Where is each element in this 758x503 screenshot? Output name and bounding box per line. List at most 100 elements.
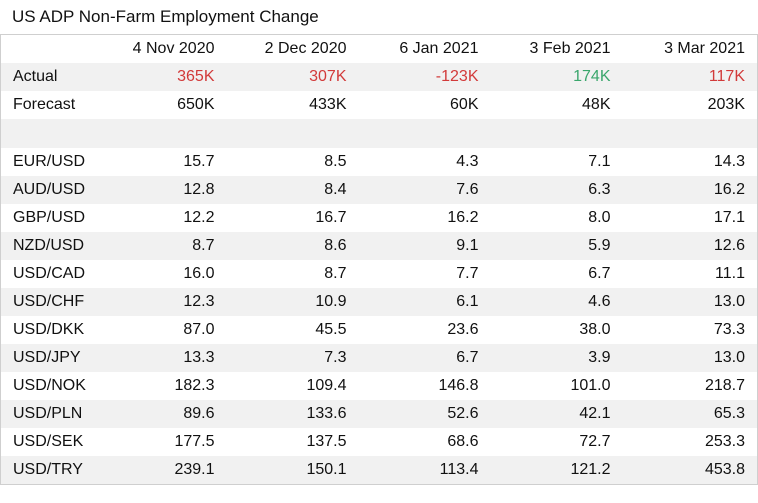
pip-move-cell: 239.1 <box>95 456 227 485</box>
pip-move-cell: 42.1 <box>490 400 623 428</box>
pip-move-cell: 177.5 <box>95 428 227 456</box>
column-header: 3 Mar 2021 <box>622 34 758 63</box>
pip-move-cell: 101.0 <box>490 372 623 400</box>
pip-move-cell: 8.4 <box>226 176 359 204</box>
currency-pair-label: USD/DKK <box>0 316 96 344</box>
forecast-value-cell: 203K <box>622 91 758 119</box>
pip-move-cell: 89.6 <box>95 400 227 428</box>
currency-pair-label: USD/NOK <box>0 372 96 400</box>
actual-row: Actual 365K 307K -123K 174K 117K <box>0 63 758 91</box>
table-row: USD/TRY 239.1 150.1 113.4 121.2 453.8 <box>0 456 758 485</box>
pip-move-cell: 8.7 <box>95 232 227 260</box>
actual-value-cell: 307K <box>226 63 359 91</box>
currency-pair-label: EUR/USD <box>0 148 96 176</box>
forecast-row: Forecast 650K 433K 60K 48K 203K <box>0 91 758 119</box>
pip-move-cell: 16.2 <box>622 176 758 204</box>
pip-move-cell: 15.7 <box>95 148 227 176</box>
table-row: USD/CAD 16.0 8.7 7.7 6.7 11.1 <box>0 260 758 288</box>
pip-move-cell: 6.3 <box>490 176 623 204</box>
pip-move-cell: 8.6 <box>226 232 359 260</box>
pip-move-cell: 146.8 <box>358 372 491 400</box>
pip-move-cell: 12.2 <box>95 204 227 232</box>
empty-cell <box>622 119 758 148</box>
pip-move-cell: 16.2 <box>358 204 491 232</box>
pip-move-cell: 3.9 <box>490 344 623 372</box>
pip-move-cell: 7.7 <box>358 260 491 288</box>
pip-move-cell: 68.6 <box>358 428 491 456</box>
table-row: USD/JPY 13.3 7.3 6.7 3.9 13.0 <box>0 344 758 372</box>
empty-cell <box>490 119 623 148</box>
pip-move-cell: 73.3 <box>622 316 758 344</box>
pip-move-cell: 12.3 <box>95 288 227 316</box>
row-label: Forecast <box>0 91 96 119</box>
table-row: USD/DKK 87.0 45.5 23.6 38.0 73.3 <box>0 316 758 344</box>
pip-move-cell: 218.7 <box>622 372 758 400</box>
currency-pair-label: USD/TRY <box>0 456 96 485</box>
pip-move-cell: 23.6 <box>358 316 491 344</box>
pip-move-cell: 6.7 <box>490 260 623 288</box>
spacer-row <box>0 119 758 148</box>
empty-cell <box>226 119 359 148</box>
pip-move-cell: 253.3 <box>622 428 758 456</box>
currency-pair-label: USD/PLN <box>0 400 96 428</box>
actual-value-cell: 117K <box>622 63 758 91</box>
table-row: EUR/USD 15.7 8.5 4.3 7.1 14.3 <box>0 148 758 176</box>
actual-value-cell: 174K <box>490 63 623 91</box>
empty-cell <box>0 119 96 148</box>
header-row: 4 Nov 2020 2 Dec 2020 6 Jan 2021 3 Feb 2… <box>0 34 758 63</box>
column-header: 3 Feb 2021 <box>490 34 623 63</box>
currency-pair-label: AUD/USD <box>0 176 96 204</box>
header-corner-cell <box>0 34 96 63</box>
table-row: USD/NOK 182.3 109.4 146.8 101.0 218.7 <box>0 372 758 400</box>
pip-move-cell: 9.1 <box>358 232 491 260</box>
table-row: USD/SEK 177.5 137.5 68.6 72.7 253.3 <box>0 428 758 456</box>
column-header: 2 Dec 2020 <box>226 34 359 63</box>
pip-move-cell: 38.0 <box>490 316 623 344</box>
forecast-value-cell: 650K <box>95 91 227 119</box>
forecast-value-cell: 433K <box>226 91 359 119</box>
actual-value-cell: 365K <box>95 63 227 91</box>
pip-move-cell: 72.7 <box>490 428 623 456</box>
column-header: 6 Jan 2021 <box>358 34 491 63</box>
employment-change-table: 4 Nov 2020 2 Dec 2020 6 Jan 2021 3 Feb 2… <box>0 34 758 485</box>
currency-pair-label: GBP/USD <box>0 204 96 232</box>
pip-move-cell: 7.1 <box>490 148 623 176</box>
table-row: NZD/USD 8.7 8.6 9.1 5.9 12.6 <box>0 232 758 260</box>
pip-move-cell: 150.1 <box>226 456 359 485</box>
table-row: AUD/USD 12.8 8.4 7.6 6.3 16.2 <box>0 176 758 204</box>
pip-move-cell: 133.6 <box>226 400 359 428</box>
table-title: US ADP Non-Farm Employment Change <box>12 7 319 26</box>
pip-move-cell: 7.3 <box>226 344 359 372</box>
pip-move-cell: 17.1 <box>622 204 758 232</box>
pip-move-cell: 182.3 <box>95 372 227 400</box>
pip-move-cell: 137.5 <box>226 428 359 456</box>
pip-move-cell: 13.0 <box>622 344 758 372</box>
pip-move-cell: 7.6 <box>358 176 491 204</box>
pip-move-cell: 16.7 <box>226 204 359 232</box>
pip-move-cell: 87.0 <box>95 316 227 344</box>
pip-move-cell: 45.5 <box>226 316 359 344</box>
table-row: USD/CHF 12.3 10.9 6.1 4.6 13.0 <box>0 288 758 316</box>
table-row: USD/PLN 89.6 133.6 52.6 42.1 65.3 <box>0 400 758 428</box>
pip-move-cell: 8.7 <box>226 260 359 288</box>
currency-pair-label: USD/JPY <box>0 344 96 372</box>
pip-move-cell: 8.5 <box>226 148 359 176</box>
pip-move-cell: 14.3 <box>622 148 758 176</box>
pip-move-cell: 6.7 <box>358 344 491 372</box>
pip-move-cell: 6.1 <box>358 288 491 316</box>
pip-move-cell: 16.0 <box>95 260 227 288</box>
currency-pair-label: USD/SEK <box>0 428 96 456</box>
table-row: GBP/USD 12.2 16.7 16.2 8.0 17.1 <box>0 204 758 232</box>
column-header: 4 Nov 2020 <box>95 34 227 63</box>
pip-move-cell: 113.4 <box>358 456 491 485</box>
empty-cell <box>358 119 491 148</box>
pip-move-cell: 121.2 <box>490 456 623 485</box>
pip-move-cell: 10.9 <box>226 288 359 316</box>
pip-move-cell: 12.6 <box>622 232 758 260</box>
pip-move-cell: 5.9 <box>490 232 623 260</box>
forecast-value-cell: 60K <box>358 91 491 119</box>
actual-value-cell: -123K <box>358 63 491 91</box>
currency-pair-label: USD/CHF <box>0 288 96 316</box>
pip-move-cell: 65.3 <box>622 400 758 428</box>
pip-move-cell: 453.8 <box>622 456 758 485</box>
